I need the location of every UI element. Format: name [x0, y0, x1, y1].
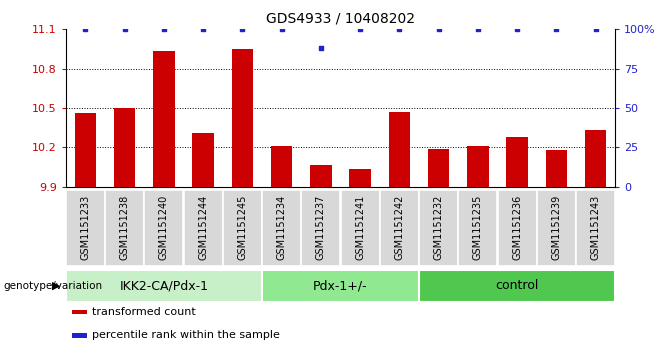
Text: GSM1151235: GSM1151235 [473, 195, 483, 261]
Bar [341, 189, 380, 266]
Bar [310, 164, 332, 187]
Point [434, 26, 444, 32]
Text: GSM1151240: GSM1151240 [159, 195, 169, 260]
Bar [114, 108, 136, 187]
Point [551, 26, 562, 32]
Bar [301, 189, 340, 266]
Point [355, 26, 365, 32]
Text: GSM1151239: GSM1151239 [551, 195, 561, 260]
Text: GSM1151241: GSM1151241 [355, 195, 365, 260]
Text: GSM1151237: GSM1151237 [316, 195, 326, 261]
Text: GSM1151238: GSM1151238 [120, 195, 130, 260]
Bar [223, 189, 262, 266]
Text: GSM1151234: GSM1151234 [276, 195, 287, 260]
Bar [545, 150, 567, 187]
Bar [105, 189, 144, 266]
Bar [537, 189, 576, 266]
Bar [428, 149, 449, 187]
Bar [349, 168, 371, 187]
Text: GSM1151236: GSM1151236 [512, 195, 522, 260]
Bar [585, 130, 607, 187]
Bar [497, 189, 536, 266]
Bar [192, 133, 214, 187]
Text: IKK2-CA/Pdx-1: IKK2-CA/Pdx-1 [119, 280, 209, 292]
Bar [145, 189, 184, 266]
Bar [263, 189, 301, 266]
Point [159, 26, 169, 32]
Point [119, 26, 130, 32]
Bar [419, 270, 615, 302]
Text: GSM1151242: GSM1151242 [394, 195, 405, 261]
Text: GSM1151243: GSM1151243 [591, 195, 601, 260]
Bar [389, 112, 410, 187]
Text: GSM1151232: GSM1151232 [434, 195, 443, 261]
Text: Pdx-1+/-: Pdx-1+/- [313, 280, 368, 292]
Bar [380, 189, 418, 266]
Point [512, 26, 522, 32]
Bar [576, 189, 615, 266]
Point [237, 26, 247, 32]
Bar [232, 49, 253, 187]
Bar [271, 146, 292, 187]
Title: GDS4933 / 10408202: GDS4933 / 10408202 [266, 11, 415, 25]
Bar [506, 137, 528, 187]
Bar [153, 52, 175, 187]
Text: GSM1151244: GSM1151244 [198, 195, 208, 260]
Bar [74, 113, 96, 187]
Bar [66, 270, 262, 302]
Bar [184, 189, 222, 266]
Point [276, 26, 287, 32]
Point [316, 45, 326, 51]
Text: transformed count: transformed count [92, 307, 196, 317]
Bar [66, 189, 105, 266]
Text: ▶: ▶ [52, 281, 60, 291]
Point [394, 26, 405, 32]
Bar [459, 189, 497, 266]
Text: GSM1151245: GSM1151245 [238, 195, 247, 261]
Text: genotype/variation: genotype/variation [3, 281, 103, 291]
Point [198, 26, 209, 32]
Bar [467, 146, 489, 187]
Point [590, 26, 601, 32]
Bar [419, 189, 458, 266]
Bar [263, 270, 418, 302]
Text: percentile rank within the sample: percentile rank within the sample [92, 330, 280, 340]
Point [472, 26, 483, 32]
Text: control: control [495, 280, 539, 292]
Point [80, 26, 91, 32]
Text: GSM1151233: GSM1151233 [80, 195, 90, 260]
